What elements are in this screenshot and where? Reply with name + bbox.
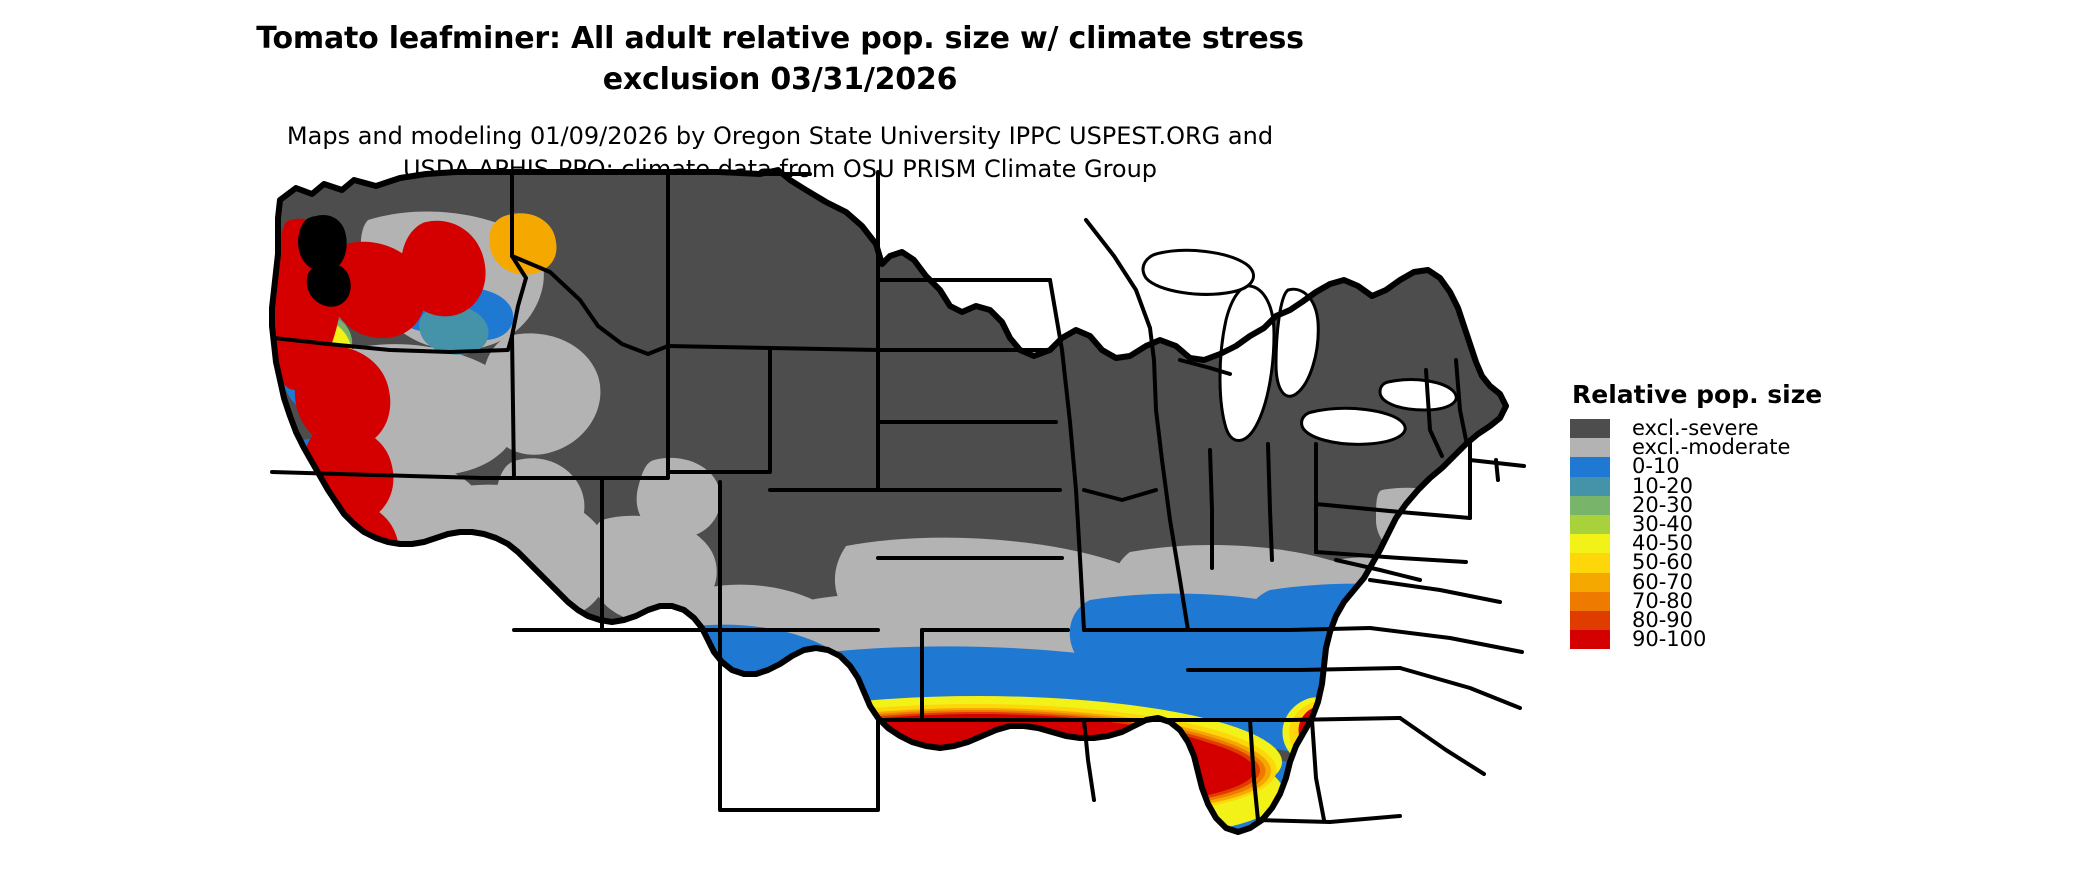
legend-label: 10-20 [1632,473,1694,498]
legend-item: 80-90 [1570,607,1890,632]
legend-swatch [1570,591,1610,611]
legend-label: 20-30 [1632,492,1694,517]
legend-swatch [1570,438,1610,458]
legend-item-list: excl.-severe excl.-moderate 0-10 10-20 20-30… [1570,416,1890,652]
legend-title: Relative pop. size [1572,380,1823,409]
lake-michigan [1218,284,1276,442]
great-lakes [1141,248,1458,446]
legend-swatch [1570,553,1610,573]
lake-erie [1300,406,1407,446]
legend-item: 90-100 [1570,627,1890,652]
title-line-1: Tomato leafminer: All adult relative pop… [256,21,1304,56]
legend-item: 20-30 [1570,492,1890,517]
legend-swatch [1570,495,1610,515]
legend-swatch [1570,476,1610,496]
subtitle-line-1: Maps and modeling 01/09/2026 by Oregon S… [286,122,1274,150]
lake-superior [1141,248,1256,296]
legend-item: excl.-severe [1570,416,1890,440]
legend-item: excl.-moderate [1570,435,1890,460]
page-title: Tomato leafminer: All adult relative pop… [0,18,1560,100]
legend-label: 70-80 [1632,588,1694,613]
us-choropleth-map [250,160,1570,880]
legend-item: 30-40 [1570,511,1890,536]
legend-swatch [1570,534,1610,554]
legend-label: 30-40 [1632,511,1694,536]
legend-item: 60-70 [1570,569,1890,594]
legend-label: excl.-severe [1632,416,1759,440]
legend-label: 80-90 [1632,607,1694,632]
legend-item: 70-80 [1570,588,1890,613]
legend-swatch [1570,514,1610,535]
legend-label: 0-10 [1632,454,1680,479]
legend-label: excl.-moderate [1632,435,1791,460]
lake-ontario [1378,378,1458,412]
legend-label: 90-100 [1632,627,1707,652]
legend-item: 0-10 [1570,454,1890,479]
us-map-svg [250,160,1526,880]
legend-swatch [1570,630,1610,650]
map-raster-layer [272,170,1506,832]
legend-item: 10-20 [1570,473,1890,498]
map-legend: Relative pop. size excl.-severe excl.-mod… [1570,380,1890,652]
state-borders [272,170,1526,832]
lake-huron [1274,287,1320,398]
legend-label: 40-50 [1632,531,1694,556]
legend-swatch [1570,457,1610,477]
legend-swatch [1570,419,1610,439]
title-line-2: exclusion 03/31/2026 [602,62,958,97]
legend-item: 40-50 [1570,531,1890,556]
water-inclusions [298,214,351,307]
legend-item: 50-60 [1570,550,1890,575]
legend-label: 60-70 [1632,569,1694,594]
legend-swatch [1570,610,1610,631]
legend-swatch [1570,572,1610,592]
legend-label: 50-60 [1632,550,1694,575]
